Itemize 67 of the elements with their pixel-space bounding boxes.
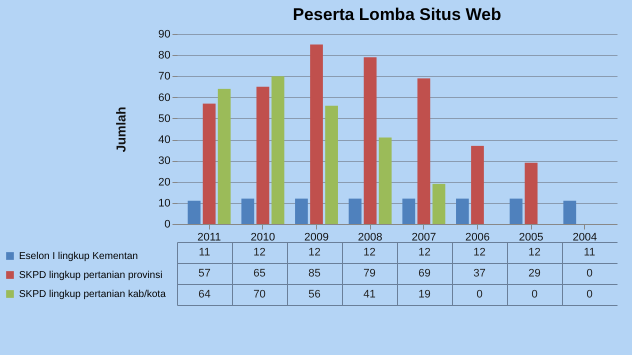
y-tick-label: 10 xyxy=(158,197,170,210)
data-label: 0 xyxy=(586,288,593,300)
data-label: 37 xyxy=(473,268,486,280)
data-label: 57 xyxy=(198,268,211,280)
bar xyxy=(241,198,254,224)
data-label: 29 xyxy=(528,268,541,280)
data-label: 12 xyxy=(253,246,266,258)
x-tick-label: 2009 xyxy=(304,232,329,244)
bar xyxy=(510,198,522,224)
data-label: 85 xyxy=(308,268,321,280)
x-tick-label: 2006 xyxy=(465,232,490,244)
data-label: 12 xyxy=(418,246,431,258)
data-label: 19 xyxy=(418,288,431,300)
data-label: 11 xyxy=(584,246,596,258)
y-tick-label: 40 xyxy=(158,134,170,146)
legend-label: SKPD lingkup pertanian kab/kota xyxy=(19,289,166,300)
x-tick-label: 2008 xyxy=(358,232,382,244)
data-label: 0 xyxy=(586,268,593,280)
y-tick-label: 90 xyxy=(158,28,170,40)
bar xyxy=(272,76,284,224)
x-tick-label: 2007 xyxy=(412,232,436,244)
data-label: 65 xyxy=(253,268,266,280)
bar xyxy=(310,44,323,224)
x-tick-label: 2010 xyxy=(250,232,276,244)
data-label: 11 xyxy=(198,246,210,258)
bar xyxy=(417,78,430,224)
y-axis-title: Jumlah xyxy=(113,106,128,152)
data-label: 79 xyxy=(363,268,376,280)
bar xyxy=(471,146,484,224)
bar xyxy=(295,198,308,224)
data-label: 0 xyxy=(476,288,483,300)
bar xyxy=(378,137,392,224)
bar xyxy=(325,106,338,224)
data-label: 41 xyxy=(363,288,376,300)
bar xyxy=(218,88,231,224)
y-tick-label: 80 xyxy=(158,50,170,62)
data-label: 69 xyxy=(418,268,431,280)
data-label: 0 xyxy=(531,288,538,300)
chart-title: Peserta Lomba Situs Web xyxy=(292,5,502,24)
legend-label: Eselon I lingkup Kementan xyxy=(19,251,138,262)
legend-label: SKPD lingkup pertanian provinsi xyxy=(19,270,162,281)
bar xyxy=(432,184,446,224)
data-label: 12 xyxy=(528,246,541,258)
bar xyxy=(188,200,201,224)
data-label: 64 xyxy=(198,288,211,300)
bar xyxy=(563,200,576,224)
bar xyxy=(524,162,538,224)
data-label: 12 xyxy=(308,246,321,258)
bar xyxy=(348,198,362,224)
data-label: 56 xyxy=(308,288,321,300)
data-label: 12 xyxy=(363,246,376,258)
data-label: 12 xyxy=(473,246,486,258)
bar xyxy=(402,198,416,224)
data-label: 70 xyxy=(253,288,266,300)
y-tick-label: 0 xyxy=(164,218,170,230)
x-tick-label: 2005 xyxy=(518,232,544,244)
y-tick-label: 60 xyxy=(158,92,170,104)
x-tick-label: 2011 xyxy=(197,232,222,244)
bar xyxy=(364,57,377,224)
bar xyxy=(202,104,216,224)
bar xyxy=(256,86,270,224)
y-tick-label: 50 xyxy=(158,112,170,125)
y-tick-label: 20 xyxy=(158,176,170,188)
x-tick-label: 2004 xyxy=(572,232,598,244)
y-tick-label: 70 xyxy=(158,70,170,83)
y-tick-label: 30 xyxy=(158,155,170,168)
bar xyxy=(456,198,469,224)
